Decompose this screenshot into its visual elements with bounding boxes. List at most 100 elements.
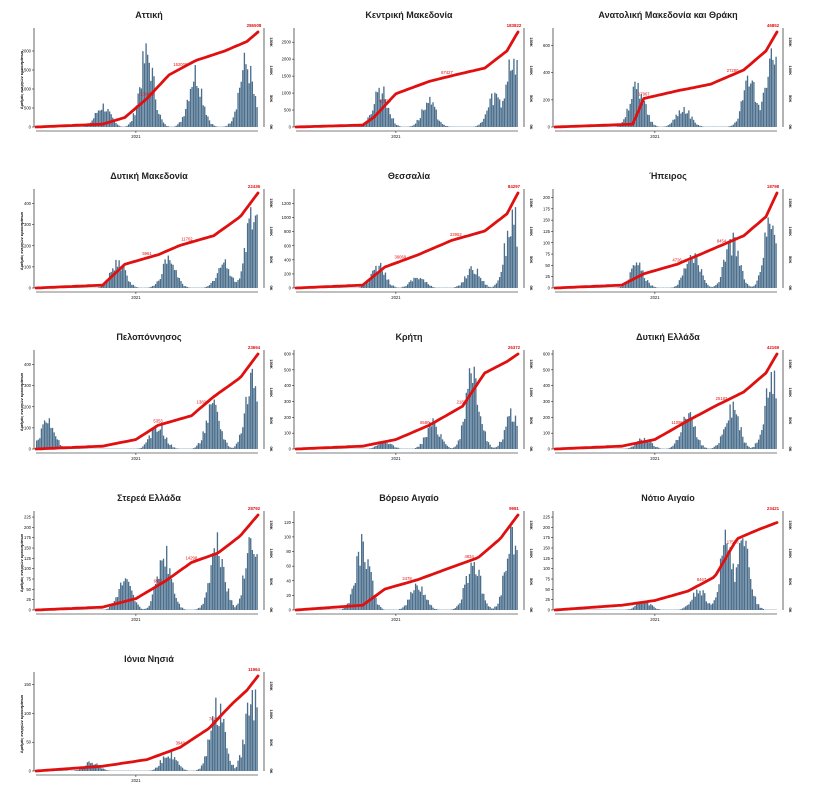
- daily-bar: [733, 564, 734, 610]
- daily-bar: [158, 281, 159, 288]
- daily-bar: [168, 126, 169, 127]
- daily-bar: [744, 90, 745, 127]
- daily-bar: [507, 82, 508, 127]
- daily-bar: [388, 444, 389, 449]
- daily-bar: [152, 770, 153, 771]
- daily-bar: [669, 124, 670, 127]
- daily-bar: [683, 607, 684, 610]
- daily-bar: [371, 448, 372, 449]
- daily-bar: [252, 369, 253, 449]
- cumulative-label: 21870: [457, 399, 469, 404]
- daily-bar: [358, 552, 359, 610]
- daily-bar: [118, 589, 119, 610]
- daily-bar: [649, 283, 650, 288]
- daily-bar: [761, 608, 762, 610]
- daily-bar: [164, 758, 165, 771]
- daily-bar: [775, 398, 776, 449]
- daily-bar: [644, 603, 645, 610]
- daily-bar: [766, 237, 767, 288]
- y-tick-label: 225: [543, 515, 551, 520]
- daily-bar: [710, 605, 711, 610]
- daily-bar: [428, 600, 429, 610]
- daily-bar: [676, 440, 677, 449]
- y-tick-label: 200: [24, 404, 32, 409]
- y-tick-label: 60: [286, 564, 291, 569]
- y-tick-label: 0: [289, 125, 292, 130]
- daily-bar: [253, 554, 254, 610]
- daily-bar: [239, 88, 240, 127]
- daily-bar: [152, 68, 153, 127]
- daily-bar: [655, 608, 656, 610]
- cumulative-total-label: 183822: [507, 23, 522, 28]
- right-tick-label: 100K: [529, 66, 534, 76]
- cumulative-label: 8454: [717, 238, 727, 243]
- daily-bar: [130, 282, 131, 288]
- daily-bar: [761, 265, 762, 288]
- daily-bar: [206, 115, 207, 127]
- right-tick-label: 100K: [788, 388, 793, 398]
- daily-bar: [486, 111, 487, 127]
- daily-bar: [417, 278, 418, 288]
- daily-bar: [169, 445, 170, 449]
- daily-bar: [469, 368, 470, 449]
- y-tick-label: 200: [284, 415, 292, 420]
- right-tick-label: 50K: [269, 417, 274, 424]
- chart-plot: 01002003004005006002021150K100K50K0K1109…: [537, 322, 799, 472]
- daily-bar: [126, 579, 127, 610]
- daily-bar: [628, 609, 629, 610]
- y-tick-label: 25: [26, 597, 31, 602]
- daily-bar: [753, 596, 754, 610]
- daily-bar: [391, 286, 392, 288]
- daily-bar: [234, 607, 235, 610]
- daily-bar: [183, 116, 184, 127]
- daily-bar: [101, 768, 102, 771]
- daily-bar: [248, 715, 249, 771]
- cumulative-label: 8467: [697, 577, 707, 582]
- daily-bar: [725, 262, 726, 288]
- daily-bar: [706, 283, 707, 288]
- daily-bar: [39, 438, 40, 449]
- right-tick-label: 150K: [269, 198, 274, 208]
- daily-bar: [228, 446, 229, 449]
- daily-bar: [704, 593, 705, 610]
- daily-bar: [166, 126, 167, 127]
- daily-bar: [656, 126, 657, 127]
- y-tick-label: 200: [24, 243, 32, 248]
- right-tick-label: 50K: [788, 578, 793, 585]
- daily-bar: [645, 104, 646, 127]
- cumulative-total-label: 84297: [508, 184, 521, 189]
- daily-bar: [241, 757, 242, 771]
- daily-bar: [161, 561, 162, 610]
- daily-bar: [633, 607, 634, 610]
- chart-plot: Αριθμός ενεργών κρουσμάτων05001000150020…: [18, 0, 280, 150]
- daily-bar: [256, 401, 257, 449]
- daily-bar: [443, 125, 444, 127]
- daily-bar: [652, 605, 653, 610]
- daily-bar: [204, 287, 205, 288]
- daily-bar: [247, 69, 248, 127]
- y-tick-label: 175: [543, 535, 551, 540]
- daily-bar: [755, 443, 756, 449]
- daily-bar: [474, 274, 475, 288]
- daily-bar: [655, 447, 656, 449]
- daily-bar: [125, 270, 126, 288]
- daily-bar: [241, 595, 242, 610]
- y-axis-label: Αριθμός ενεργών κρουσμάτων: [19, 694, 24, 753]
- daily-bar: [753, 447, 754, 449]
- daily-bar: [234, 446, 235, 449]
- daily-bar: [432, 287, 433, 288]
- daily-bar: [150, 287, 151, 288]
- daily-bar: [252, 690, 253, 771]
- daily-bar: [136, 287, 137, 288]
- daily-bar: [516, 426, 517, 449]
- daily-bar: [639, 99, 640, 127]
- daily-bar: [512, 527, 513, 610]
- daily-bar: [647, 115, 648, 127]
- daily-bar: [120, 126, 121, 127]
- right-tick-label: 50K: [529, 578, 534, 585]
- daily-bar: [104, 769, 105, 771]
- daily-bar: [760, 608, 761, 610]
- y-tick-label: 25: [545, 274, 550, 279]
- daily-bar: [241, 82, 242, 127]
- daily-bar: [482, 424, 483, 449]
